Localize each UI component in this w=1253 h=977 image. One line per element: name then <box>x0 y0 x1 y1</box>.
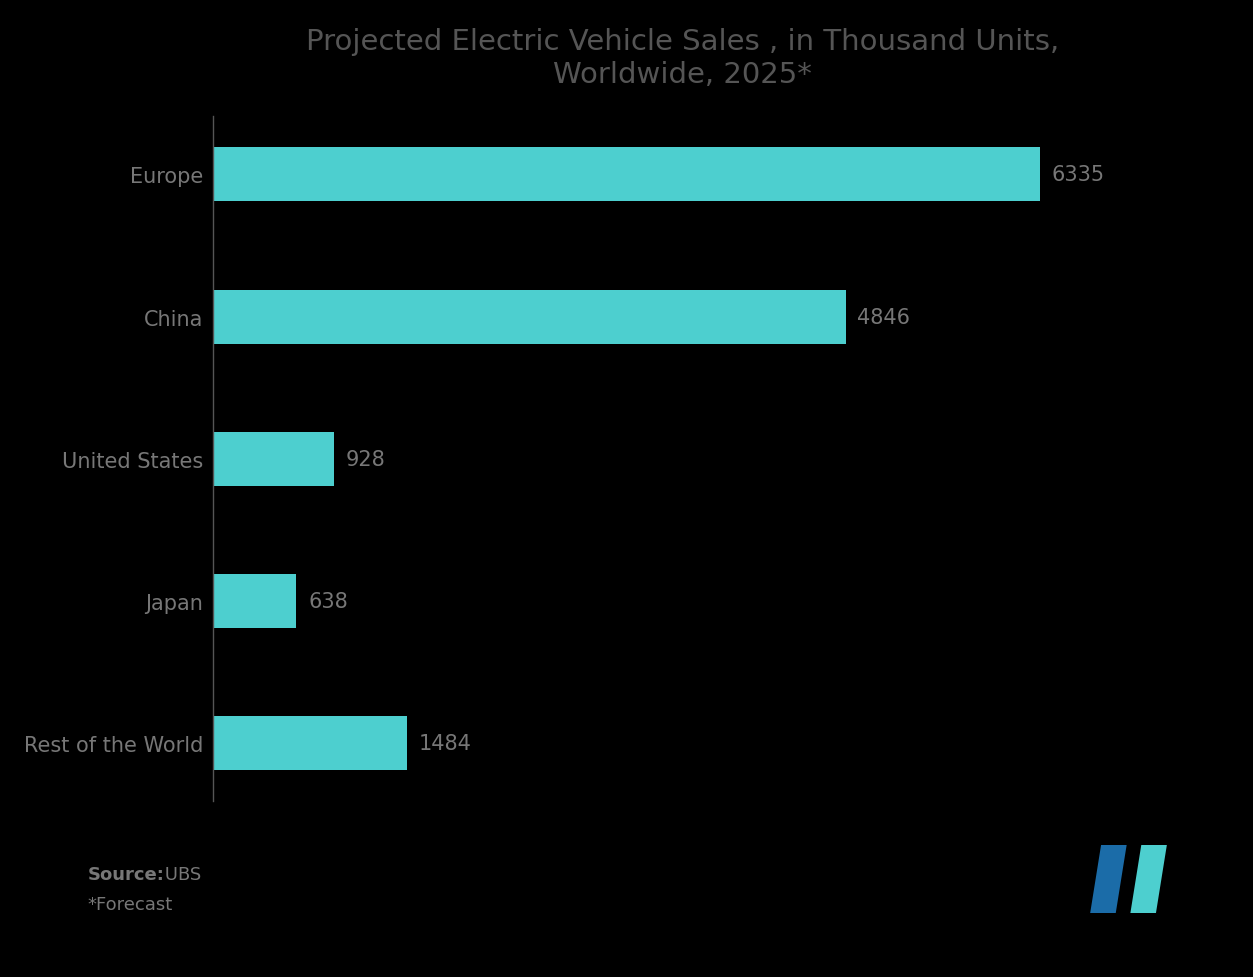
Polygon shape <box>1130 845 1167 913</box>
Text: *Forecast: *Forecast <box>88 895 173 913</box>
Text: 638: 638 <box>308 591 348 612</box>
Bar <box>213 574 296 628</box>
Text: 4846: 4846 <box>857 307 910 327</box>
Title: Projected Electric Vehicle Sales , in Thousand Units,
Worldwide, 2025*: Projected Electric Vehicle Sales , in Th… <box>306 28 1060 89</box>
Text: Source:: Source: <box>88 866 164 883</box>
Bar <box>213 290 846 344</box>
Polygon shape <box>1090 845 1126 913</box>
Bar <box>213 149 1040 202</box>
Text: 1484: 1484 <box>419 733 471 753</box>
Text: 928: 928 <box>346 449 386 469</box>
Bar <box>213 432 335 487</box>
Bar <box>213 716 407 770</box>
Text: 6335: 6335 <box>1051 165 1105 186</box>
Text: UBS: UBS <box>159 866 202 883</box>
